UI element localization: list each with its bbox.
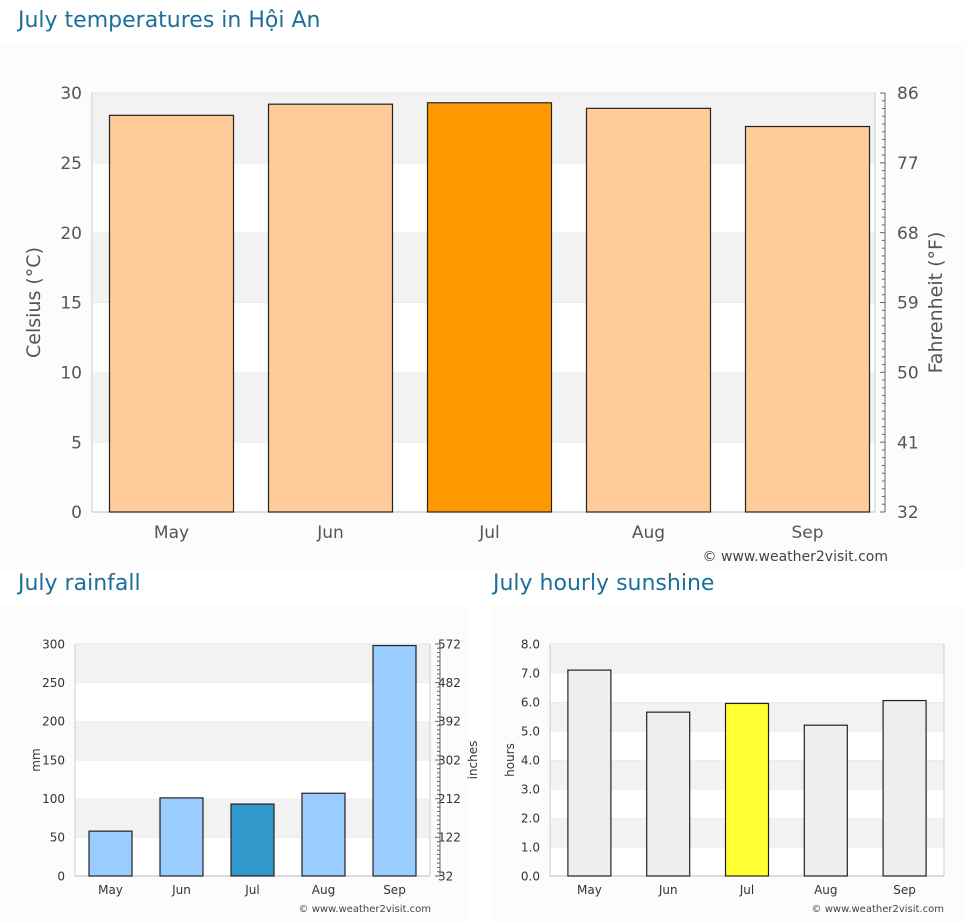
rainfall-bar-may [88, 830, 133, 877]
sunshine-y-tick-label: 2.0 [521, 811, 540, 825]
rainfall-y-axis-label: mm [29, 748, 43, 771]
rainfall-y-axis-right-label: inches [466, 741, 480, 780]
sunshine-bar-jun [646, 711, 691, 877]
rainfall-y-right-tick-label: 32 [438, 869, 453, 883]
temperature-y-right-tick-label: 68 [897, 224, 919, 244]
rainfall-x-tick-label: Jun [171, 883, 191, 897]
sunshine-grid-band [550, 644, 944, 673]
rainfall-bar-jul [230, 803, 275, 877]
rainfall-y-right-tick-label: 302 [438, 753, 461, 767]
temperature-y-right-tick-label: 86 [897, 84, 919, 104]
rainfall-grid-band [75, 682, 430, 722]
sunshine-y-tick-label: 4.0 [521, 753, 540, 767]
temperature-y-axis-right-label: Fahrenheit (°F) [925, 232, 947, 374]
temperature-bar-jul [426, 102, 553, 513]
temperature-chart-title: July temperatures in Hội An [18, 8, 321, 33]
temperature-y-axis-label: Celsius (°C) [23, 247, 45, 358]
rainfall-y-right-tick-label: 392 [438, 715, 461, 729]
rainfall-y-tick-label: 250 [42, 676, 65, 690]
rainfall-y-tick-label: 300 [42, 637, 65, 651]
sunshine-x-tick-label: May [577, 883, 602, 897]
temperature-y-tick-label: 25 [60, 154, 82, 174]
rainfall-y-right-tick-label: 122 [438, 831, 461, 845]
temperature-x-tick-label: May [154, 523, 189, 543]
temperature-y-tick-label: 10 [60, 363, 82, 383]
sunshine-bar-aug [803, 724, 848, 877]
sunshine-y-tick-label: 5.0 [521, 724, 540, 738]
sunshine-bar-sep [882, 699, 927, 877]
rainfall-bar-jun [159, 797, 204, 877]
temperature-y-tick-label: 15 [60, 294, 82, 314]
rainfall-y-right-tick-label: 482 [438, 676, 461, 690]
temperature-y-tick-label: 30 [60, 84, 82, 104]
sunshine-y-axis-label: hours [503, 743, 517, 777]
temperature-y-right-tick-label: 59 [897, 294, 919, 314]
temperature-x-tick-label: Aug [632, 523, 665, 543]
temperature-bar-sep [744, 125, 871, 513]
rainfall-y-tick-label: 150 [42, 753, 65, 767]
rainfall-chart-title: July rainfall [18, 571, 141, 596]
sunshine-y-tick-label: 6.0 [521, 695, 540, 709]
sunshine-y-tick-label: 7.0 [521, 666, 540, 680]
sunshine-x-tick-label: Sep [893, 883, 916, 897]
temperature-bar-may [108, 114, 235, 513]
rainfall-y-right-tick-label: 212 [438, 792, 461, 806]
rainfall-bar-sep [372, 644, 417, 877]
rainfall-grid-band [75, 760, 430, 799]
sunshine-chart-title: July hourly sunshine [493, 571, 715, 596]
sunshine-bar-jul [724, 702, 770, 877]
sunshine-y-tick-label: 8.0 [521, 637, 540, 651]
temperature-y-right-tick-label: 77 [897, 154, 919, 174]
sunshine-bar-may [567, 669, 612, 877]
temperature-x-tick-label: Sep [791, 523, 823, 543]
rainfall-y-tick-label: 50 [50, 831, 65, 845]
temperature-x-tick-label: Jun [316, 523, 344, 543]
rainfall-x-tick-label: Jul [244, 883, 259, 897]
sunshine-y-tick-label: 3.0 [521, 782, 540, 796]
rainfall-watermark: © www.weather2visit.com [299, 904, 431, 915]
sunshine-x-tick-label: Jun [658, 883, 678, 897]
rainfall-y-tick-label: 0 [57, 869, 65, 883]
temperature-y-right-tick-label: 50 [897, 363, 919, 383]
temperature-y-tick-label: 5 [71, 433, 82, 453]
rainfall-grid-band [75, 644, 430, 683]
temperature-y-tick-label: 20 [60, 224, 82, 244]
temperature-bar-aug [585, 107, 712, 513]
rainfall-y-tick-label: 100 [42, 792, 65, 806]
rainfall-bar-aug [301, 792, 346, 877]
temperature-x-tick-label: Jul [478, 523, 500, 543]
rainfall-x-tick-label: Aug [312, 883, 335, 897]
sunshine-y-tick-label: 1.0 [521, 840, 540, 854]
sunshine-y-tick-label: 0.0 [521, 869, 540, 883]
rainfall-x-tick-label: May [98, 883, 123, 897]
sunshine-x-tick-label: Aug [814, 883, 837, 897]
rainfall-grid-band [75, 721, 430, 760]
sunshine-x-tick-label: Jul [739, 883, 754, 897]
temperature-y-right-tick-label: 41 [897, 433, 919, 453]
temperature-y-right-tick-label: 32 [897, 503, 919, 523]
sunshine-watermark: © www.weather2visit.com [812, 904, 944, 915]
temperature-watermark: © www.weather2visit.com [703, 549, 888, 565]
sunshine-grid-band [550, 673, 944, 702]
rainfall-y-right-tick-label: 572 [438, 637, 461, 651]
rainfall-x-tick-label: Sep [383, 883, 406, 897]
temperature-bar-jun [267, 103, 394, 513]
temperature-y-tick-label: 0 [71, 503, 82, 523]
rainfall-y-tick-label: 200 [42, 715, 65, 729]
